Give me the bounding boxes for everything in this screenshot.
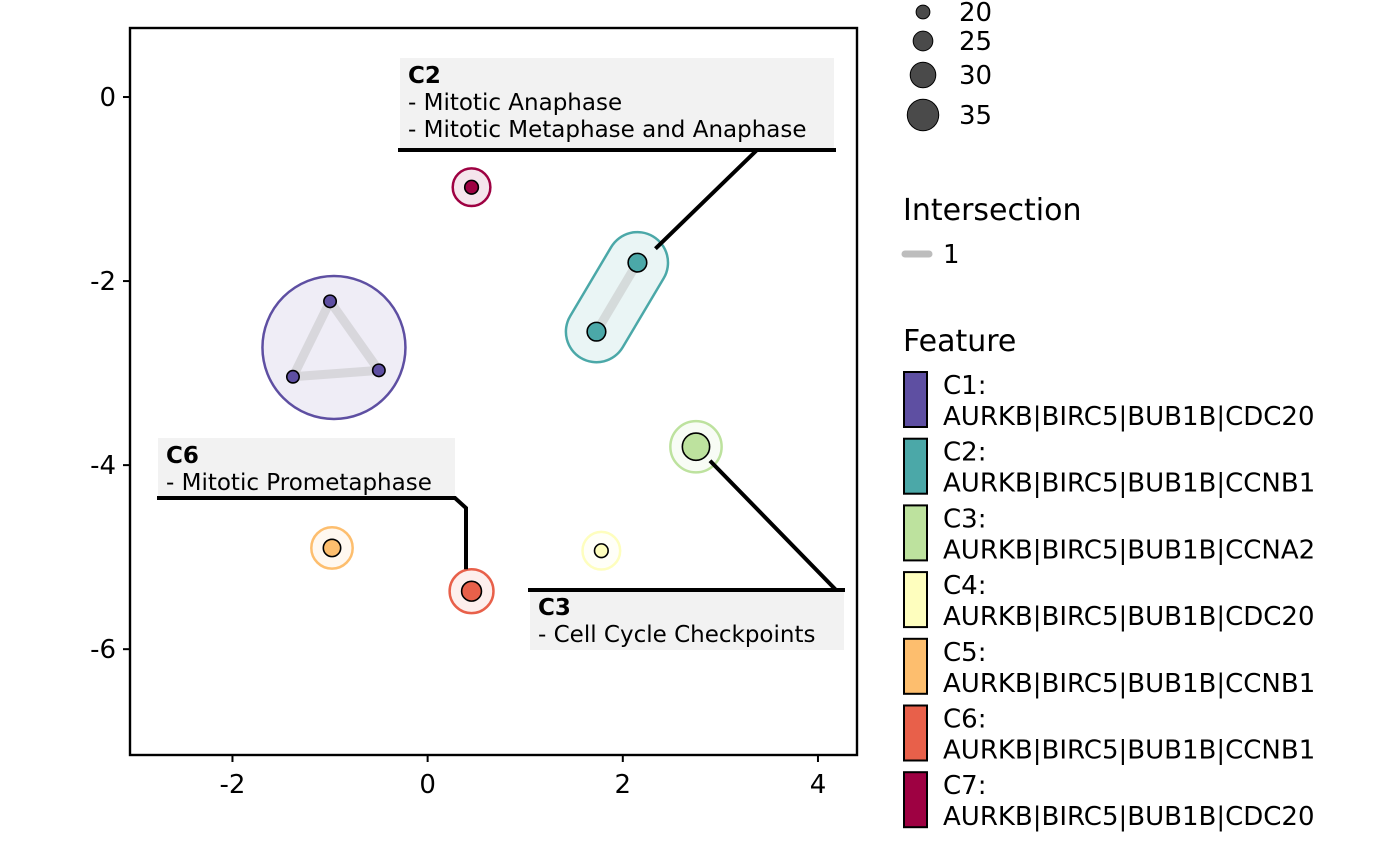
panel-content: C2- Mitotic Anaphase- Mitotic Metaphase … <box>157 58 845 650</box>
node-c3 <box>681 432 711 462</box>
legend: 20253035Intersection1FeatureC1:AURKB|BIR… <box>901 0 1315 832</box>
size-legend-symbol <box>912 30 934 52</box>
node-c1 <box>323 294 338 309</box>
feature-legend-title: Feature <box>903 324 1016 359</box>
feature-legend-swatch <box>903 771 928 829</box>
feature-legend-swatch <box>903 571 928 629</box>
node-c1 <box>285 369 300 384</box>
feature-legend-key: C6: <box>943 705 986 735</box>
node-c1 <box>371 363 386 378</box>
node-c5 <box>322 538 342 558</box>
y-tick-label: -6 <box>90 635 116 665</box>
feature-legend-key: C5: <box>943 638 986 668</box>
x-tick-label: 0 <box>419 770 436 800</box>
intersection-legend-label: 1 <box>943 240 960 270</box>
cluster-hull-c1 <box>261 274 407 421</box>
plot-area: -2 0 2 40-2-4-6C2- Mitotic Anaphase- Mitoti… <box>90 26 859 800</box>
annotation-leader-c2 <box>398 148 836 251</box>
feature-legend-genes: AURKB|BIRC5|BUB1B|CCNB1 <box>943 669 1315 699</box>
y-tick-label: -4 <box>90 451 116 481</box>
feature-legend-swatch <box>903 704 928 762</box>
feature-legend-key: C7: <box>943 771 986 801</box>
size-legend-label: 20 <box>959 0 992 28</box>
network-edge <box>592 260 642 334</box>
feature-legend-key: C4: <box>943 571 986 601</box>
y-tick-label: -2 <box>90 267 116 297</box>
node-c2 <box>586 321 607 342</box>
annotation-line-c2: - Mitotic Metaphase and Anaphase <box>408 117 807 143</box>
node-c4 <box>593 543 609 559</box>
annotation-title-c2: C2 <box>408 63 441 89</box>
annotation-line-c2: - Mitotic Anaphase <box>408 90 622 116</box>
annotation-leader-c3 <box>528 459 845 592</box>
x-tick-label: 4 <box>810 770 827 800</box>
annotation-title-c3: C3 <box>538 595 571 621</box>
annotation-box-c3 <box>530 590 844 650</box>
feature-legend-genes: AURKB|BIRC5|BUB1B|CCNA2 <box>943 535 1315 565</box>
x-tick-label: 2 <box>615 770 632 800</box>
node-c7 <box>463 179 480 195</box>
annotation-box-c6 <box>158 438 455 498</box>
feature-legend-swatch <box>903 637 928 695</box>
annotation-leader-c6 <box>157 496 468 570</box>
annotation-title-c6: C6 <box>166 443 199 469</box>
panel-border <box>128 26 859 757</box>
annotation-line-c6: - Mitotic Prometaphase <box>166 470 432 496</box>
x-tick-label: -2 <box>219 770 245 800</box>
network-edge <box>292 365 380 382</box>
intersection-legend-title: Intersection <box>903 193 1081 228</box>
feature-legend-genes: AURKB|BIRC5|BUB1B|CDC20 <box>943 802 1315 832</box>
size-legend-label: 30 <box>959 61 992 91</box>
network-edge <box>288 299 335 379</box>
feature-legend-key: C1: <box>943 371 986 401</box>
feature-legend-swatch <box>903 504 928 562</box>
size-legend-symbol <box>909 61 937 89</box>
annotation-line-c3: - Cell Cycle Checkpoints <box>538 622 815 648</box>
feature-legend-key: C2: <box>943 438 986 468</box>
feature-legend-genes: AURKB|BIRC5|BUB1B|CDC20 <box>943 602 1315 632</box>
size-legend-symbol <box>915 4 931 20</box>
annotation-box-c2 <box>400 58 834 150</box>
feature-legend-genes: AURKB|BIRC5|BUB1B|CCNB1 <box>943 469 1315 499</box>
cluster-hull-c2 <box>567 233 667 361</box>
feature-legend-genes: AURKB|BIRC5|BUB1B|CCNB1 <box>943 736 1315 766</box>
feature-legend-swatch <box>903 437 928 495</box>
size-legend-label: 35 <box>959 101 992 131</box>
network-edge <box>326 298 383 373</box>
feature-legend-key: C3: <box>943 504 986 534</box>
feature-legend-swatch <box>903 371 928 428</box>
y-tick-label: 0 <box>99 83 116 113</box>
node-c6 <box>460 580 483 602</box>
size-legend-symbol <box>906 98 940 132</box>
feature-legend-genes: AURKB|BIRC5|BUB1B|CDC20 <box>943 402 1315 432</box>
node-c2 <box>627 252 648 273</box>
size-legend-label: 25 <box>959 27 992 57</box>
